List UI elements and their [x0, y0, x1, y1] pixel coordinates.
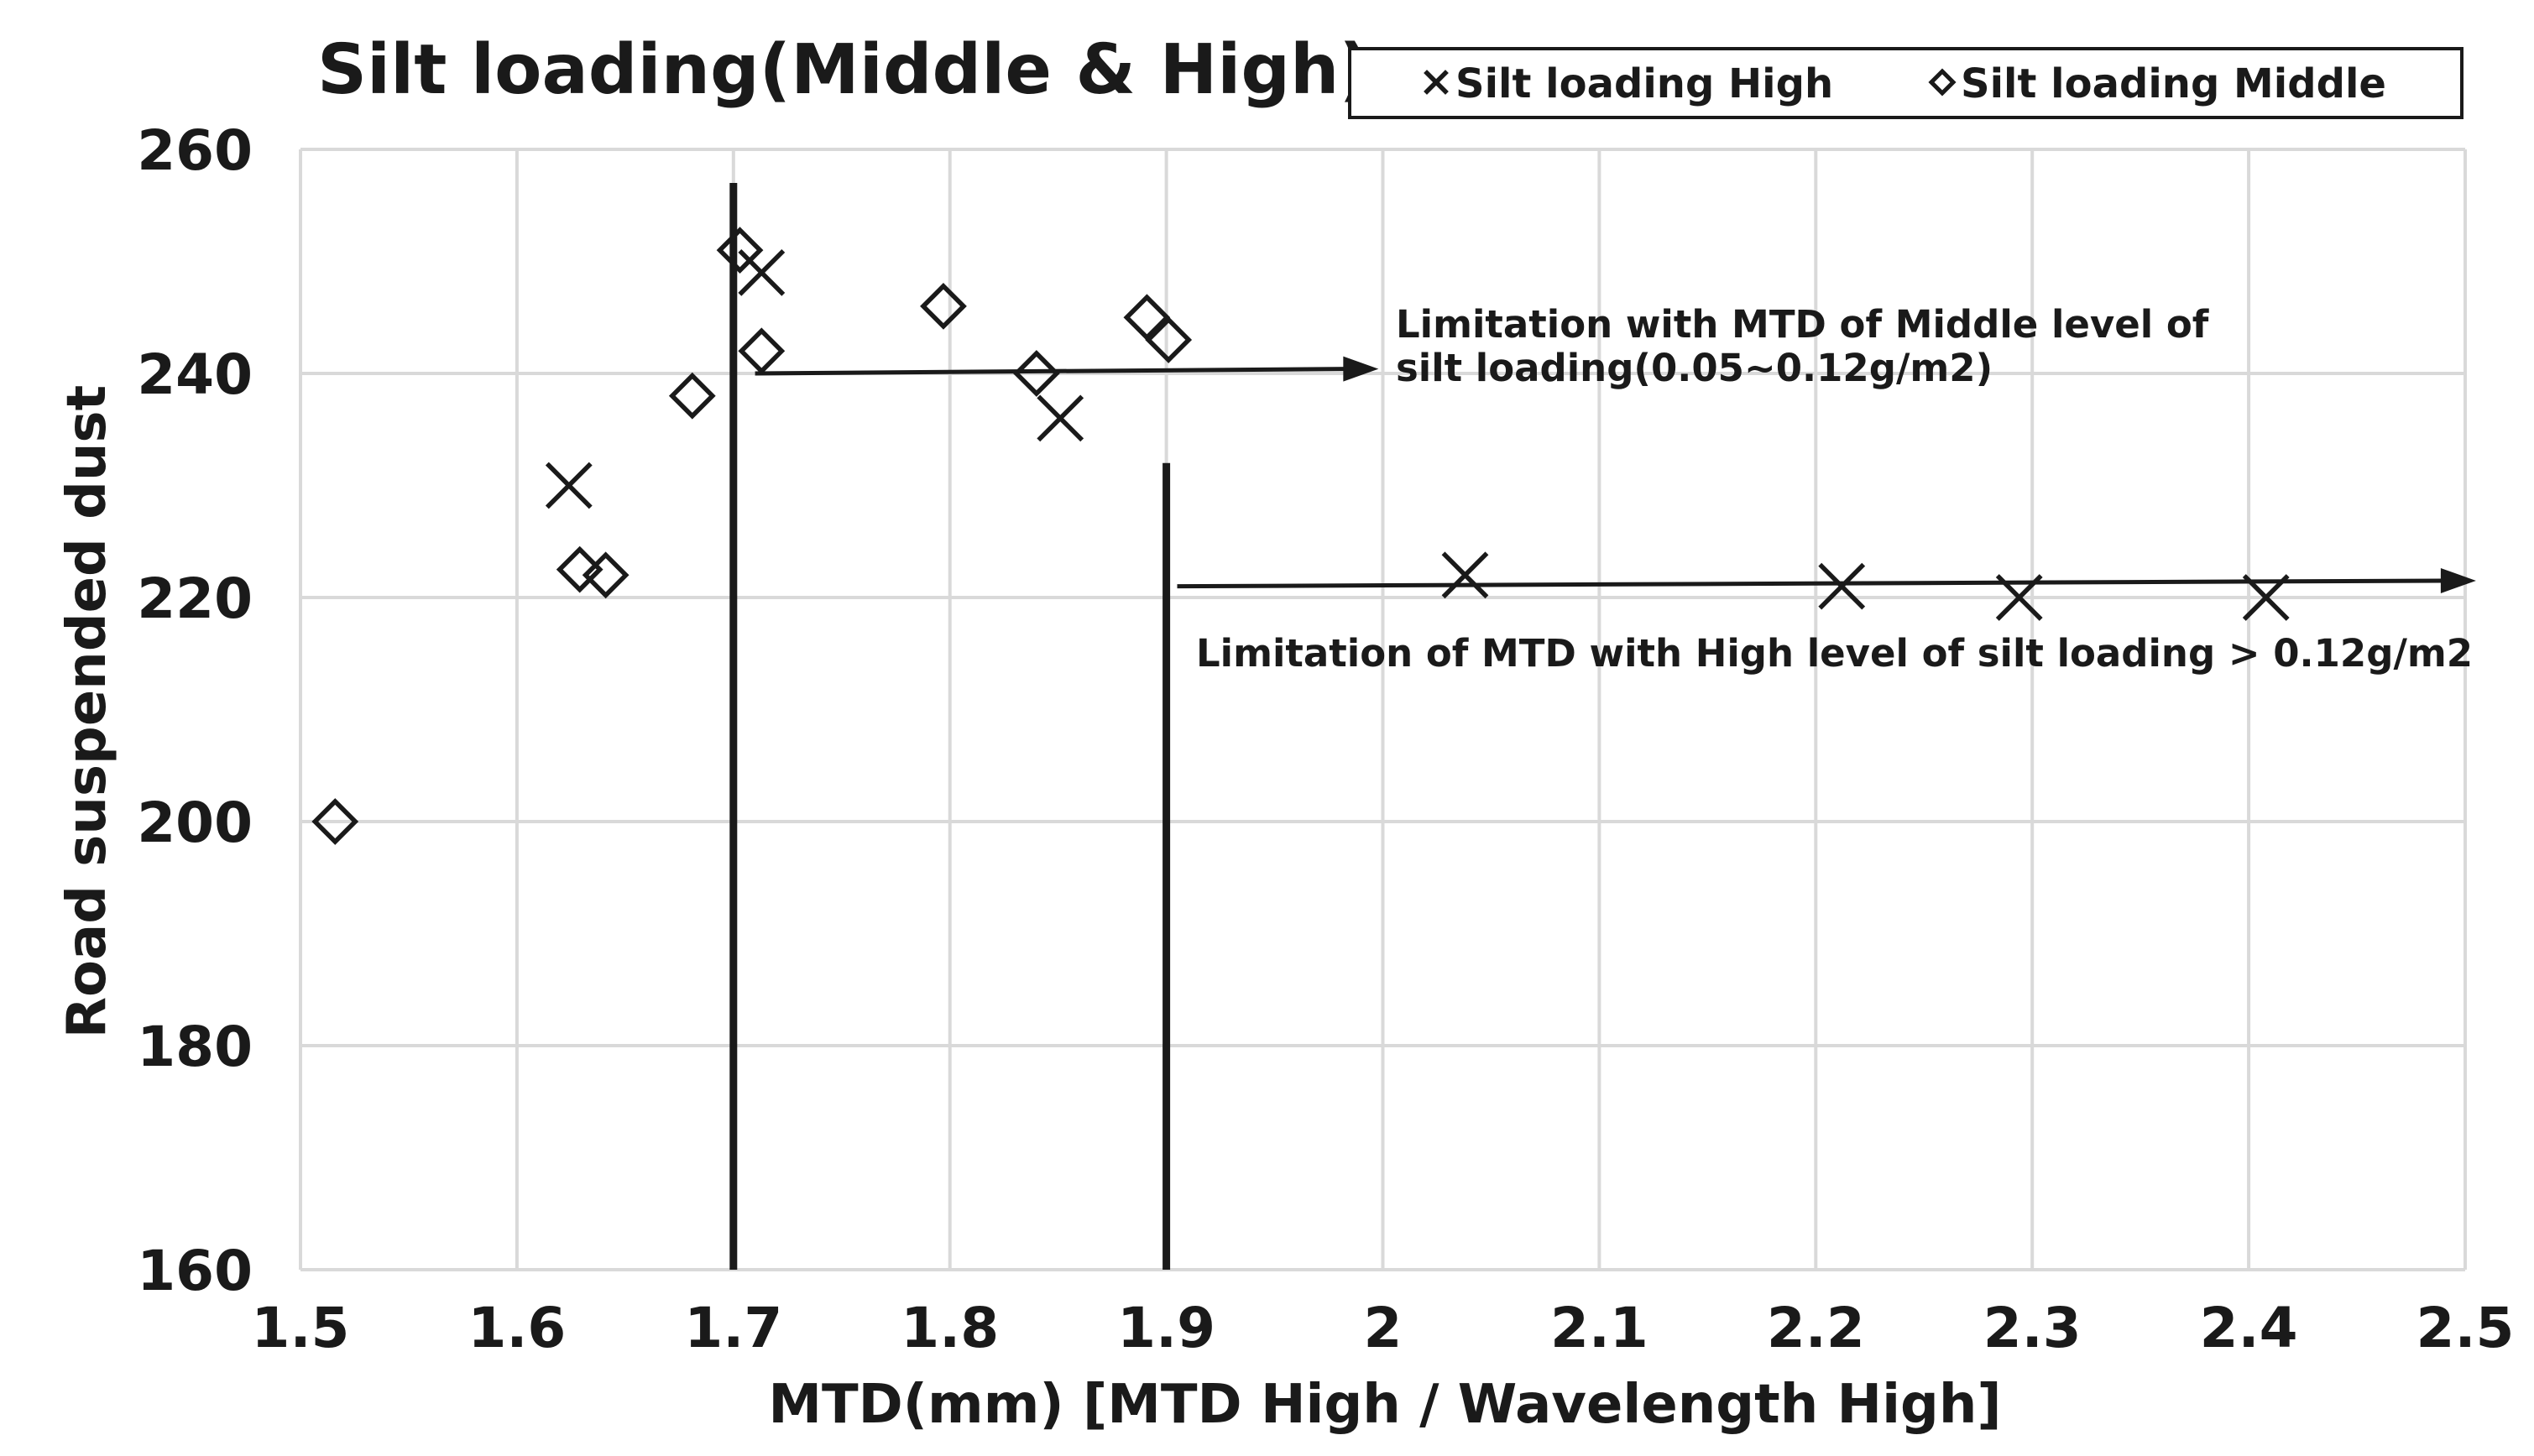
x-tick-label: 2: [1364, 1296, 1403, 1360]
legend-marker-x-icon: [1424, 70, 1449, 95]
x-tick-label: 1.9: [1117, 1296, 1215, 1360]
grid: [299, 148, 2467, 1271]
legend-box: [1348, 47, 2463, 119]
limit-arrow: [1177, 567, 2476, 593]
point-middle-diamond: [668, 372, 716, 420]
point-middle-diamond: [738, 327, 786, 375]
x-tick-label: 1.8: [901, 1296, 999, 1360]
point-middle-diamond: [311, 798, 359, 845]
y-tick-label: 160: [137, 1239, 253, 1303]
annotation-middle-line2: silt loading(0.05~0.12g/m2): [1396, 346, 1993, 390]
y-axis-label: Road suspended dust: [56, 385, 118, 1038]
x-tick-label: 1.7: [684, 1296, 782, 1360]
point-high-x: [545, 462, 593, 509]
data-points: [311, 227, 2290, 845]
x-tick-label: 2.4: [2200, 1296, 2298, 1360]
point-high-x: [1037, 394, 1084, 442]
point-high-x: [1995, 574, 2043, 621]
point-high-x: [1818, 562, 1866, 610]
x-tick-label: 1.5: [252, 1296, 350, 1360]
limit-lines: [729, 183, 1171, 1270]
point-middle-diamond: [920, 283, 967, 330]
x-tick-label: 2.3: [1983, 1296, 2082, 1360]
point-middle-diamond: [1145, 316, 1193, 363]
point-middle-diamond: [1123, 294, 1171, 342]
y-tick-label: 180: [137, 1015, 253, 1079]
limit-arrow: [755, 356, 1379, 382]
chart-title: Silt loading(Middle & High): [317, 30, 1371, 110]
legend-label-middle: Silt loading Middle: [1961, 60, 2386, 107]
point-high-x: [1441, 551, 1489, 599]
x-tick-label: 2.1: [1550, 1296, 1648, 1360]
x-tick-label: 1.6: [468, 1296, 566, 1360]
annotation-high: Limitation of MTD with High level of sil…: [1196, 631, 2473, 676]
x-axis-label: MTD(mm) [MTD High / Wavelength High]: [768, 1374, 2001, 1436]
legend-label-high: Silt loading High: [1455, 60, 1833, 107]
legend-marker-diamond-icon: [1928, 68, 1957, 97]
legend: Silt loading High Silt loading Middle: [1348, 47, 2463, 119]
y-tick-label: 220: [137, 566, 253, 631]
point-high-x: [2242, 574, 2290, 621]
y-tick-label: 200: [137, 791, 253, 855]
y-tick-label: 240: [137, 342, 253, 407]
point-middle-diamond: [716, 227, 764, 274]
point-middle-diamond: [582, 551, 630, 599]
point-middle-diamond: [1012, 350, 1060, 397]
x-axis-ticks: 1.5 1.6 1.7 1.8 1.9 2 2.1 2.2 2.3 2.4 2.5: [252, 1296, 2515, 1360]
point-middle-diamond: [556, 545, 603, 593]
x-tick-label: 2.5: [2416, 1296, 2515, 1360]
y-axis-ticks: 160 180 200 220 240 260: [137, 118, 253, 1303]
annotation-middle-line1: Limitation with MTD of Middle level of: [1396, 302, 2209, 347]
y-tick-label: 260: [137, 118, 253, 183]
limit-arrows: [755, 356, 2476, 593]
x-tick-label: 2.2: [1767, 1296, 1865, 1360]
